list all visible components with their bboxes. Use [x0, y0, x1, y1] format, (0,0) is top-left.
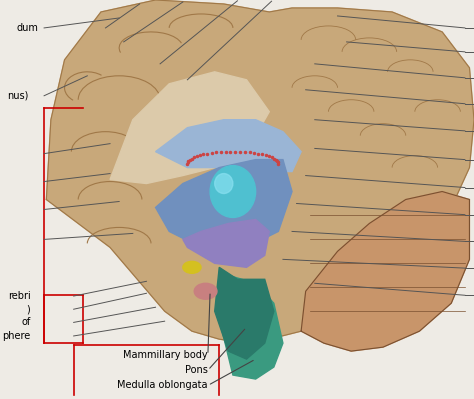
Polygon shape — [219, 275, 283, 379]
Text: phere: phere — [2, 331, 30, 341]
Text: rebri: rebri — [8, 291, 30, 301]
Polygon shape — [183, 219, 269, 267]
Text: nus): nus) — [7, 91, 28, 101]
Polygon shape — [301, 192, 469, 351]
Text: Mammillary body: Mammillary body — [123, 350, 208, 360]
Ellipse shape — [210, 166, 255, 217]
Text: of: of — [21, 317, 30, 328]
Ellipse shape — [194, 283, 217, 299]
Text: Pons: Pons — [185, 365, 208, 375]
Polygon shape — [155, 160, 292, 247]
Ellipse shape — [215, 174, 233, 194]
Text: ): ) — [27, 304, 30, 314]
Text: dum: dum — [16, 23, 38, 33]
Ellipse shape — [183, 261, 201, 273]
Polygon shape — [155, 120, 301, 172]
Polygon shape — [46, 0, 474, 343]
Text: Medulla oblongata: Medulla oblongata — [118, 380, 208, 391]
Polygon shape — [215, 267, 274, 359]
Polygon shape — [110, 72, 269, 184]
